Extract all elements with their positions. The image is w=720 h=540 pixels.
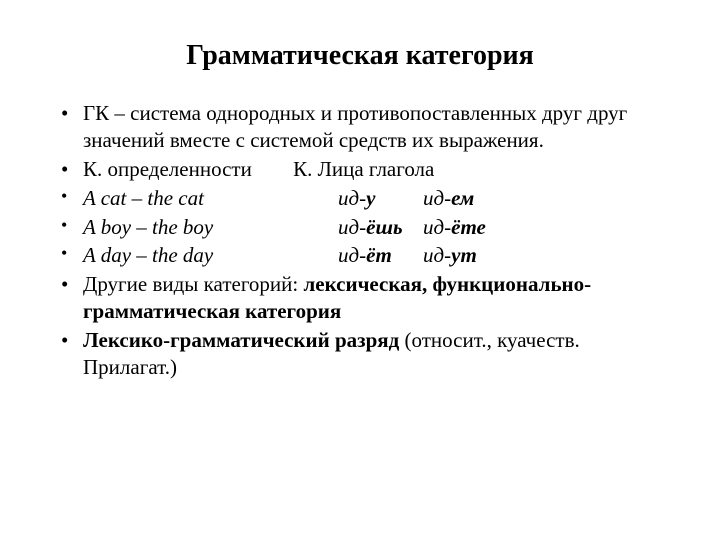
- bullet-categories-heading: К. определенности К. Лица глагола: [55, 156, 665, 183]
- text-plain: Другие виды категорий:: [83, 272, 303, 296]
- example-row: A day – the day ид-ёт ид-ут: [55, 242, 665, 269]
- example-row: A cat – the cat ид-у ид-ем: [55, 185, 665, 212]
- bullet-list: ГК – система однородных и противопоставл…: [55, 100, 665, 381]
- page-title: Грамматическая категория: [55, 40, 665, 72]
- example-right: ид-ем: [423, 185, 508, 212]
- bullet-lexico-grammatical: Лексико-грамматический разряд (относит.,…: [55, 327, 665, 381]
- example-right: ид-ут: [423, 242, 508, 269]
- example-row: A boy – the boy ид-ёшь ид-ёте: [55, 214, 665, 241]
- example-left: A boy – the boy: [83, 214, 338, 241]
- text-bold: Лексико-грамматический разряд: [83, 328, 399, 352]
- bullet-other-kinds: Другие виды категорий: лексическая, функ…: [55, 271, 665, 325]
- example-left: A day – the day: [83, 242, 338, 269]
- bullet-definition: ГК – система однородных и противопоставл…: [55, 100, 665, 154]
- category-left: К. определенности: [83, 156, 252, 183]
- example-mid: ид-ёт: [338, 242, 423, 269]
- category-right: К. Лица глагола: [293, 156, 434, 183]
- example-mid: ид-ёшь: [338, 214, 423, 241]
- example-right: ид-ёте: [423, 214, 508, 241]
- example-left: A cat – the cat: [83, 185, 338, 212]
- example-mid: ид-у: [338, 185, 423, 212]
